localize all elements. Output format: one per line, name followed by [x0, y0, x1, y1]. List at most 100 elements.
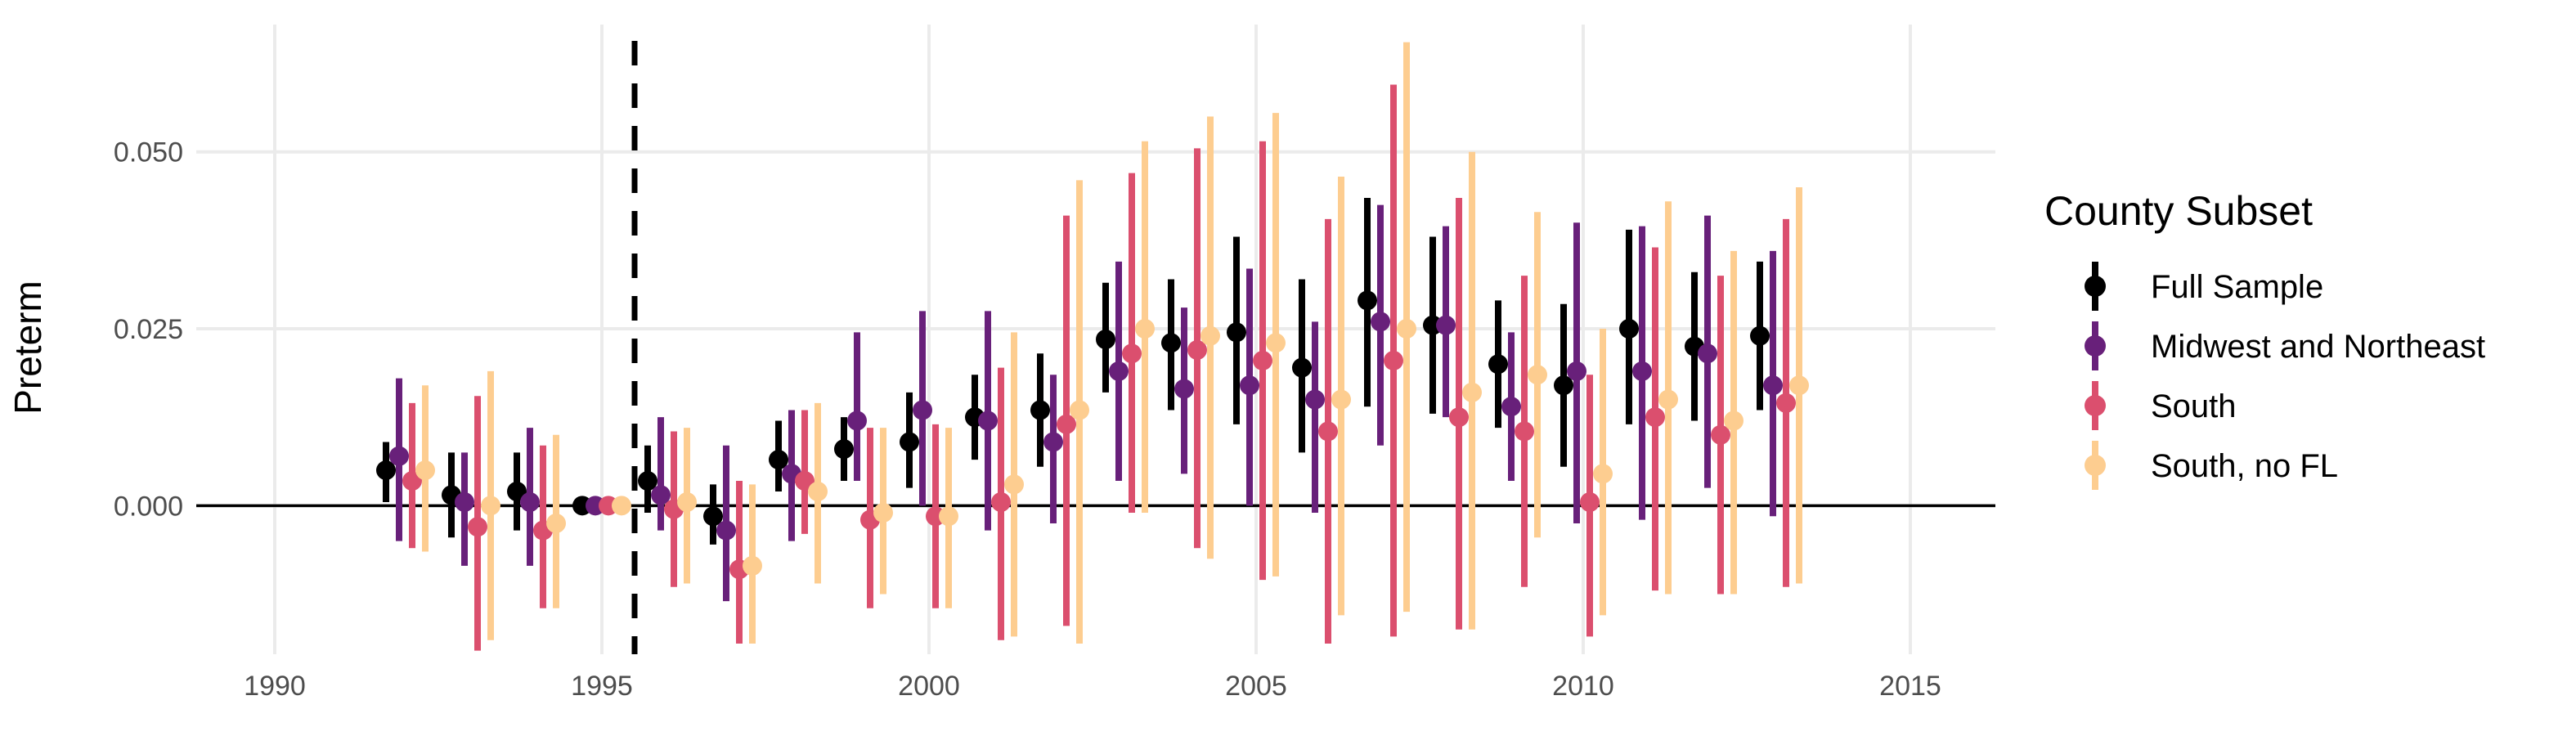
point-estimate: [1462, 382, 1482, 402]
series-south: [402, 84, 1796, 651]
point-estimate: [1266, 333, 1286, 353]
point-estimate: [1109, 361, 1129, 381]
point-estimate: [1358, 290, 1377, 311]
point-estimate: [1554, 375, 1573, 396]
point-estimate: [376, 460, 396, 481]
x-tick-label: 1995: [571, 671, 633, 702]
legend-item: Full Sample: [2085, 262, 2323, 311]
legend-item: Midwest and Northeast: [2085, 321, 2485, 370]
x-tick-label: 2010: [1552, 671, 1614, 702]
point-estimate: [1135, 319, 1155, 339]
point-estimate: [1593, 464, 1613, 484]
point-estimate: [847, 411, 867, 431]
point-estimate: [1030, 400, 1050, 420]
legend-label: South, no FL: [2151, 448, 2338, 484]
point-estimate: [1057, 414, 1076, 434]
legend-item: South: [2085, 381, 2237, 430]
x-tick-label: 1990: [244, 671, 306, 702]
point-estimate: [913, 400, 932, 420]
legend-key-point: [2085, 395, 2106, 416]
point-estimate: [991, 491, 1011, 512]
point-estimate: [1318, 421, 1338, 442]
point-estimate: [1397, 319, 1416, 339]
point-estimate: [834, 439, 854, 460]
point-estimate: [1122, 343, 1142, 364]
point-estimate: [1750, 325, 1770, 346]
x-tick-label: 2005: [1225, 671, 1287, 702]
legend-key-point: [2085, 276, 2106, 297]
point-estimate: [389, 446, 409, 466]
point-estimate: [1645, 407, 1665, 428]
point-estimate: [520, 491, 540, 512]
point-estimate: [1789, 375, 1809, 396]
y-tick-label: 0.025: [114, 314, 183, 345]
point-estimate: [1331, 389, 1351, 410]
point-estimate: [1724, 411, 1744, 431]
x-tick-label: 2015: [1879, 671, 1941, 702]
point-estimate: [1580, 491, 1600, 512]
series-south-no-fl: [415, 42, 1809, 644]
x-axis-tick-labels: 1990 1995 2000 2005 2010 2015: [244, 671, 1941, 702]
point-estimate: [1567, 361, 1586, 381]
point-estimate: [939, 506, 958, 527]
legend: County Subset Full Sample Midwest and Nor…: [2044, 188, 2485, 490]
point-estimate: [651, 485, 671, 505]
point-estimate: [795, 471, 815, 491]
point-estimate: [703, 506, 723, 527]
point-estimate: [455, 491, 474, 512]
point-estimate: [1292, 357, 1312, 378]
point-estimate: [468, 517, 487, 537]
point-estimate: [1528, 365, 1547, 385]
point-estimate: [546, 513, 566, 533]
point-estimate: [1096, 330, 1115, 349]
point-estimate: [1043, 432, 1063, 452]
point-estimate: [402, 471, 422, 491]
point-estimate: [677, 491, 697, 512]
point-estimate: [1449, 407, 1469, 428]
legend-label: Midwest and Northeast: [2151, 329, 2485, 365]
point-estimate: [481, 496, 500, 516]
point-estimate: [1161, 333, 1181, 353]
point-estimate: [716, 520, 736, 541]
point-estimate: [1174, 379, 1194, 399]
point-estimate: [1253, 350, 1272, 370]
point-estimate: [415, 460, 435, 481]
point-estimate: [1070, 400, 1089, 420]
point-estimate: [1658, 389, 1678, 410]
point-estimate: [1619, 319, 1639, 339]
point-estimate: [1763, 375, 1783, 396]
point-estimate: [1711, 424, 1730, 445]
point-estimate: [1776, 393, 1796, 413]
point-estimate: [1371, 312, 1390, 332]
point-estimate: [808, 482, 828, 502]
legend-key-point: [2085, 455, 2106, 476]
series-layer: [376, 42, 1809, 651]
y-axis-tick-labels: 0.000 0.025 0.050: [114, 137, 183, 523]
legend-item: South, no FL: [2085, 441, 2338, 490]
legend-label: Full Sample: [2151, 269, 2323, 305]
point-estimate: [978, 411, 998, 431]
point-estimate: [1240, 375, 1259, 396]
point-estimate: [1698, 343, 1717, 364]
point-estimate: [873, 502, 893, 523]
x-tick-label: 2000: [898, 671, 960, 702]
y-axis-title: Preterm: [7, 280, 49, 415]
point-estimate: [638, 471, 657, 491]
point-estimate: [507, 482, 527, 502]
point-estimate: [1515, 421, 1534, 442]
point-estimate: [1501, 397, 1521, 417]
point-estimate: [612, 496, 631, 516]
legend-key-point: [2085, 335, 2106, 357]
point-estimate: [1305, 389, 1325, 410]
y-tick-label: 0.050: [114, 137, 183, 168]
point-estimate: [1632, 361, 1652, 381]
point-estimate: [1187, 339, 1207, 360]
point-estimate: [1384, 350, 1403, 370]
point-estimate: [1436, 315, 1456, 335]
point-estimate: [1200, 325, 1220, 346]
point-estimate: [769, 450, 788, 470]
point-estimate: [743, 555, 762, 576]
series-full-sample: [376, 197, 1770, 545]
point-estimate: [1227, 322, 1246, 343]
